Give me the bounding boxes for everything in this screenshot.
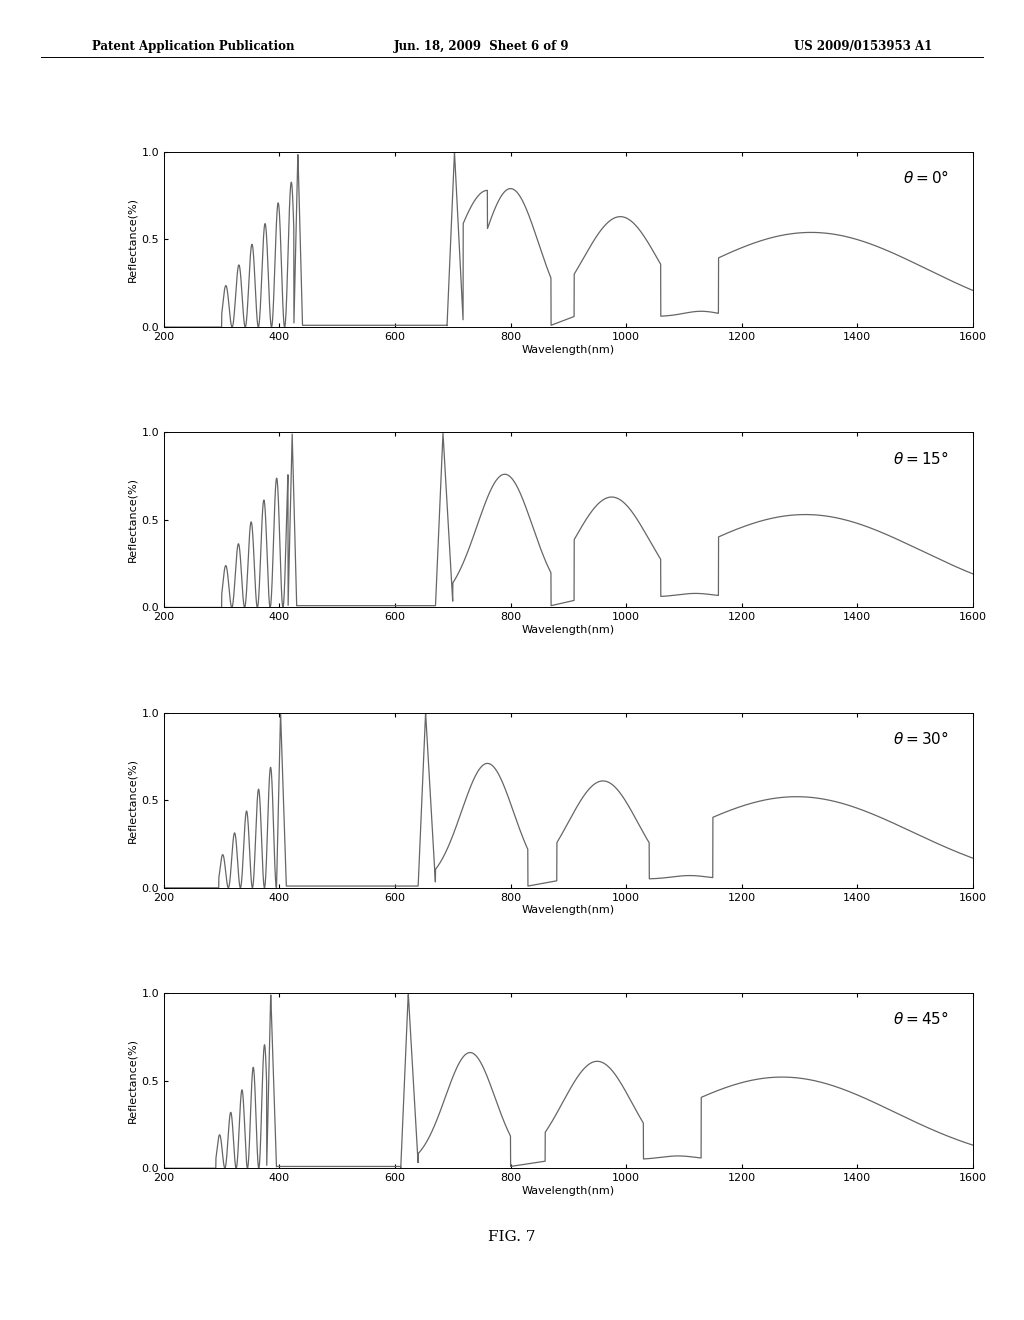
Y-axis label: Reflectance(%): Reflectance(%) — [127, 758, 137, 842]
Y-axis label: Reflectance(%): Reflectance(%) — [127, 478, 137, 562]
Text: Patent Application Publication: Patent Application Publication — [92, 40, 295, 53]
X-axis label: Wavelength(nm): Wavelength(nm) — [522, 345, 614, 355]
X-axis label: Wavelength(nm): Wavelength(nm) — [522, 906, 614, 916]
X-axis label: Wavelength(nm): Wavelength(nm) — [522, 626, 614, 635]
Text: Jun. 18, 2009  Sheet 6 of 9: Jun. 18, 2009 Sheet 6 of 9 — [393, 40, 569, 53]
Text: $\theta = 0°$: $\theta = 0°$ — [902, 169, 948, 186]
Y-axis label: Reflectance(%): Reflectance(%) — [127, 197, 137, 282]
Text: US 2009/0153953 A1: US 2009/0153953 A1 — [794, 40, 932, 53]
Text: $\theta = 15°$: $\theta = 15°$ — [893, 450, 948, 467]
Text: $\theta = 45°$: $\theta = 45°$ — [893, 1011, 948, 1027]
Text: FIG. 7: FIG. 7 — [488, 1230, 536, 1243]
X-axis label: Wavelength(nm): Wavelength(nm) — [522, 1185, 614, 1196]
Text: $\theta = 30°$: $\theta = 30°$ — [893, 730, 948, 747]
Y-axis label: Reflectance(%): Reflectance(%) — [127, 1038, 137, 1123]
